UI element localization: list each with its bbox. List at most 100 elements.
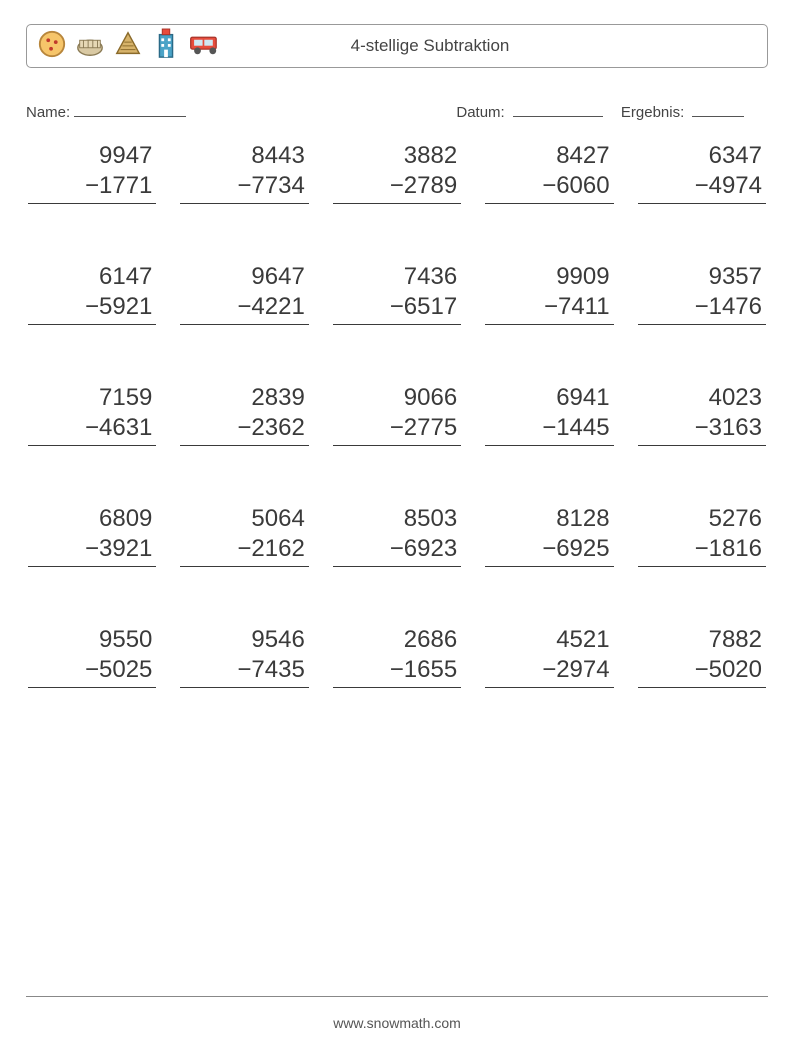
minuend: 9066 [333, 383, 461, 413]
meta-date: Datum: [456, 102, 603, 121]
problem-rule [180, 566, 308, 567]
problem-rule [485, 445, 613, 446]
problem-rule [638, 445, 766, 446]
name-blank[interactable] [74, 102, 186, 117]
colosseum-icon [75, 29, 105, 64]
minuend: 3882 [333, 141, 461, 171]
minuend: 4023 [638, 383, 766, 413]
problem-cell: 2686−1655 [333, 625, 461, 688]
problem-cell: 6147−5921 [28, 262, 156, 325]
pizza-icon [37, 29, 67, 64]
minuend: 8427 [485, 141, 613, 171]
minuend: 6941 [485, 383, 613, 413]
temple-icon [113, 29, 143, 64]
date-blank[interactable] [513, 102, 603, 117]
building-icon [151, 27, 181, 66]
header-icon-row [37, 27, 223, 66]
subtrahend: −3921 [28, 534, 156, 564]
worksheet-page: 4-stellige Subtraktion Name: Datum: Erge… [0, 0, 794, 1053]
minuend: 6809 [28, 504, 156, 534]
problem-rule [180, 203, 308, 204]
meta-name: Name: [26, 102, 456, 121]
minuend: 7882 [638, 625, 766, 655]
minuend: 9357 [638, 262, 766, 292]
minuend: 6147 [28, 262, 156, 292]
name-label: Name: [26, 104, 70, 121]
problem-cell: 5276−1816 [638, 504, 766, 567]
worksheet-title: 4-stellige Subtraktion [223, 36, 637, 56]
footer-text: www.snowmath.com [0, 1015, 794, 1031]
problem-rule [333, 687, 461, 688]
subtrahend: −4221 [180, 292, 308, 322]
minuend: 9647 [180, 262, 308, 292]
result-blank[interactable] [692, 102, 744, 117]
subtrahend: −4631 [28, 413, 156, 443]
problem-rule [638, 324, 766, 325]
subtrahend: −6060 [485, 171, 613, 201]
problem-cell: 8427−6060 [485, 141, 613, 204]
problem-rule [333, 203, 461, 204]
problem-cell: 6941−1445 [485, 383, 613, 446]
problem-cell: 8128−6925 [485, 504, 613, 567]
problem-cell: 6809−3921 [28, 504, 156, 567]
problem-rule [28, 203, 156, 204]
problem-rule [180, 445, 308, 446]
subtrahend: −3163 [638, 413, 766, 443]
meta-result: Ergebnis: [621, 102, 745, 121]
problem-cell: 9546−7435 [180, 625, 308, 688]
minuend: 9947 [28, 141, 156, 171]
minuend: 8443 [180, 141, 308, 171]
minuend: 9550 [28, 625, 156, 655]
subtrahend: −6923 [333, 534, 461, 564]
subtrahend: −7411 [485, 292, 613, 322]
problem-rule [333, 445, 461, 446]
minuend: 2839 [180, 383, 308, 413]
minuend: 9909 [485, 262, 613, 292]
subtrahend: −2775 [333, 413, 461, 443]
minuend: 8503 [333, 504, 461, 534]
problem-cell: 4023−3163 [638, 383, 766, 446]
problem-rule [485, 566, 613, 567]
subtrahend: −7435 [180, 655, 308, 685]
problem-rule [28, 566, 156, 567]
problem-rule [333, 566, 461, 567]
problem-rule [485, 324, 613, 325]
minuend: 5064 [180, 504, 308, 534]
problem-cell: 9947−1771 [28, 141, 156, 204]
footer-rule [26, 996, 768, 997]
date-label: Datum: [456, 104, 504, 121]
minuend: 4521 [485, 625, 613, 655]
problem-cell: 3882−2789 [333, 141, 461, 204]
problem-rule [638, 203, 766, 204]
minuend: 7436 [333, 262, 461, 292]
problem-cell: 5064−2162 [180, 504, 308, 567]
problem-cell: 7159−4631 [28, 383, 156, 446]
page-header: 4-stellige Subtraktion [26, 24, 768, 68]
subtrahend: −4974 [638, 171, 766, 201]
minuend: 2686 [333, 625, 461, 655]
problem-rule [28, 445, 156, 446]
meta-row: Name: Datum: Ergebnis: [26, 102, 768, 121]
minuend: 7159 [28, 383, 156, 413]
subtrahend: −2974 [485, 655, 613, 685]
subtrahend: −2362 [180, 413, 308, 443]
problem-cell: 7882−5020 [638, 625, 766, 688]
problems-grid: 9947−1771 8443−7734 3882−2789 8427−6060 6347… [26, 141, 768, 688]
problem-cell: 8443−7734 [180, 141, 308, 204]
minuend: 9546 [180, 625, 308, 655]
problem-rule [333, 324, 461, 325]
result-label: Ergebnis: [621, 104, 684, 121]
problem-cell: 6347−4974 [638, 141, 766, 204]
problem-cell: 9066−2775 [333, 383, 461, 446]
problem-rule [28, 324, 156, 325]
subtrahend: −5921 [28, 292, 156, 322]
problem-cell: 8503−6923 [333, 504, 461, 567]
minuend: 8128 [485, 504, 613, 534]
subtrahend: −7734 [180, 171, 308, 201]
problem-rule [180, 687, 308, 688]
subtrahend: −2789 [333, 171, 461, 201]
problem-rule [638, 566, 766, 567]
problem-cell: 7436−6517 [333, 262, 461, 325]
problem-cell: 9909−7411 [485, 262, 613, 325]
subtrahend: −6517 [333, 292, 461, 322]
